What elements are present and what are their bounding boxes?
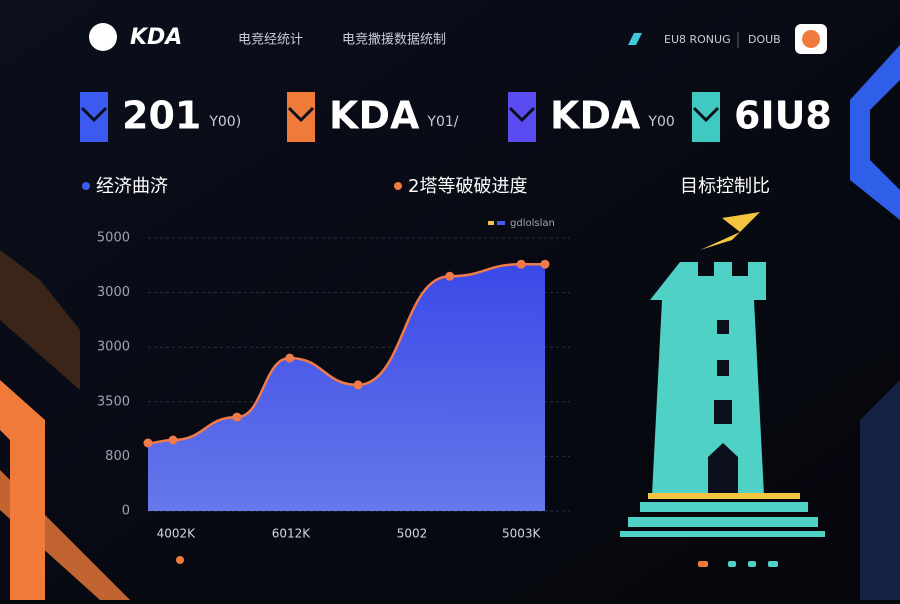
kpi-icon bbox=[508, 92, 536, 142]
panel-title: 目标控制比 bbox=[680, 176, 770, 197]
logo-text: KDA bbox=[130, 25, 182, 50]
point bbox=[516, 259, 526, 269]
decor bbox=[860, 380, 900, 600]
line bbox=[147, 262, 545, 445]
point bbox=[353, 380, 363, 390]
kpi-unit: Y00 bbox=[647, 114, 674, 130]
y-tick-label: 5000 bbox=[97, 231, 130, 246]
kpi-value: 6IU8 bbox=[734, 94, 832, 138]
nav-item[interactable]: 电竞经统计 bbox=[238, 32, 303, 48]
kpi-chevron bbox=[287, 106, 315, 123]
decor bbox=[850, 45, 900, 220]
x-tick-label: 5002 bbox=[397, 527, 428, 541]
x-tick-label: 6012K bbox=[272, 527, 312, 541]
kpi-value: KDA bbox=[329, 94, 420, 138]
kpi-chevron bbox=[80, 106, 108, 123]
nav-item[interactable]: 电竞撒援数据统制 bbox=[342, 32, 446, 48]
decor bbox=[0, 250, 80, 390]
y-tick-label: 0 bbox=[122, 504, 130, 519]
tower-illustration bbox=[620, 212, 825, 537]
area bbox=[148, 264, 545, 511]
kpi-icon bbox=[692, 92, 720, 142]
y-tick-label: 3500 bbox=[97, 394, 130, 409]
kpi-chevron bbox=[692, 106, 720, 123]
decor bbox=[0, 470, 130, 600]
point bbox=[445, 271, 455, 281]
kpi-chevron bbox=[508, 106, 536, 123]
y-tick-label: 800 bbox=[105, 449, 130, 464]
bottom-legend bbox=[176, 556, 778, 567]
legend-label: gdlolslan bbox=[510, 218, 555, 229]
x-tick-label: 4002K bbox=[157, 527, 197, 541]
bullet bbox=[82, 182, 90, 190]
panel-title: 2塔等破破进度 bbox=[408, 176, 527, 197]
bullet bbox=[394, 182, 402, 190]
legend-swatch bbox=[497, 221, 505, 225]
x-tick-label: 5003K bbox=[502, 527, 542, 541]
y-tick-label: 3000 bbox=[97, 340, 130, 355]
point bbox=[143, 438, 153, 448]
kpi-unit: Y00) bbox=[208, 114, 241, 130]
point bbox=[232, 412, 242, 422]
kpi-icon bbox=[80, 92, 108, 142]
header-link[interactable]: EU8 RONUG bbox=[664, 33, 731, 46]
kpi-icon bbox=[287, 92, 315, 142]
icon bbox=[628, 33, 642, 45]
kpi-value: KDA bbox=[550, 94, 641, 138]
point bbox=[285, 353, 295, 363]
point bbox=[168, 435, 178, 445]
kpi-value: 201 bbox=[122, 94, 201, 138]
kpi-unit: Y01/ bbox=[426, 114, 458, 130]
legend-swatch bbox=[488, 221, 494, 225]
panel-title: 经济曲济 bbox=[96, 176, 168, 197]
y-tick-label: 3000 bbox=[97, 285, 130, 300]
avatar-icon bbox=[802, 30, 820, 48]
decor bbox=[0, 380, 45, 600]
header-link[interactable]: DOUB bbox=[748, 33, 781, 46]
logo-icon bbox=[89, 23, 117, 51]
point bbox=[540, 259, 550, 269]
